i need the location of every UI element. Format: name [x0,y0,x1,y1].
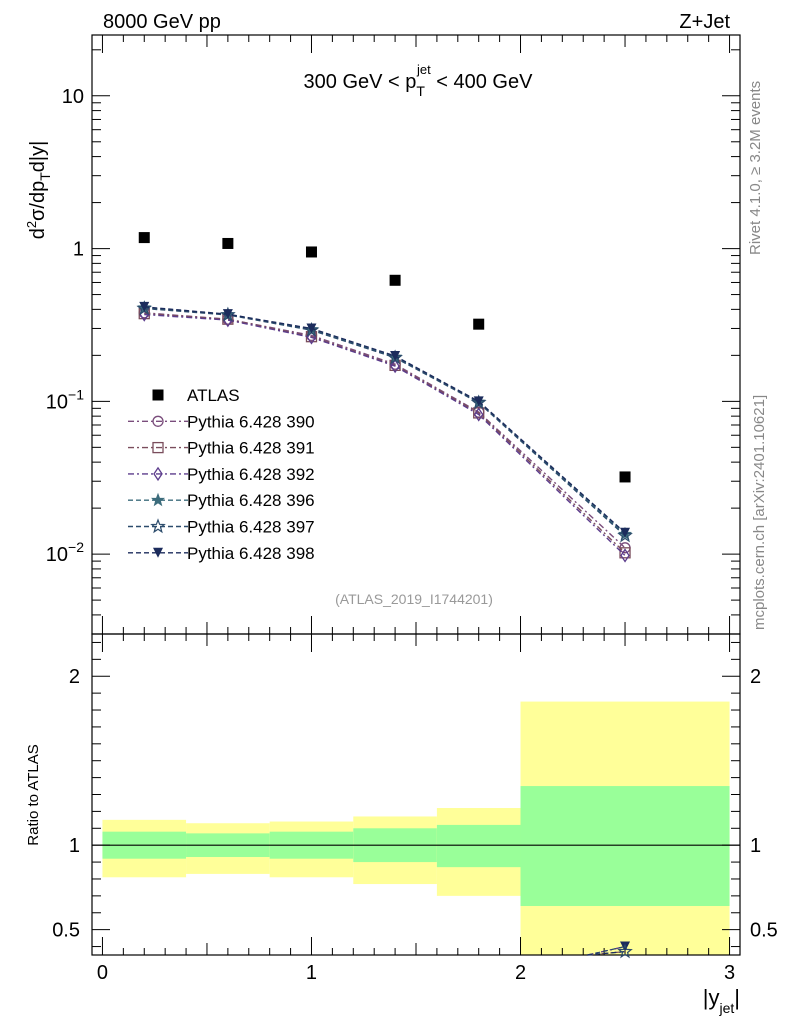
ratio-line-5 [587,951,626,956]
series-point-4 [617,527,633,543]
atlas-data-point [389,274,401,286]
legend-marker-0 [152,415,164,427]
main-y-tick-label-exponent: −1 [68,386,84,402]
legend-label-atlas: ATLAS [187,386,240,405]
ratio-y-tick-label-left: 2 [69,666,80,688]
ratio-y-label: Ratio to ATLAS [25,744,42,845]
x-tick-label: 3 [724,962,735,984]
series-point-2 [620,548,630,563]
ratio-y-ticks: 0.5 0.5 1 1 2 2 [52,641,778,948]
series-5 [139,301,631,538]
rivet-label: Rivet 4.1.0, ≥ 3.2M events [747,81,764,255]
series-point-5 [306,323,317,334]
legend-marker-3 [150,492,166,507]
series-point-1 [619,547,631,559]
stat-uncertainty-band-5 [520,786,730,907]
series-point-5 [139,301,150,312]
legend-label-3: Pythia 6.428 396 [187,491,315,510]
x-tick-label: 2 [515,962,526,984]
ratio-y-tick-label-right: 0.5 [750,920,778,942]
ratio-y-tick-label-left: 0.5 [52,920,80,942]
series-line-4 [144,307,626,537]
legend-marker-1 [152,441,164,454]
legend-marker-2 [153,466,163,482]
x-tick-label: 0 [97,962,108,984]
main-y-tick-label: 10−1 [46,386,84,413]
ratio-point [617,943,633,959]
main-y-tick-label-exponent: −2 [68,539,84,555]
series-point-2 [390,358,400,374]
mcplots-label: mcplots.cern.ch [arXiv:2401.10621] [751,395,768,630]
series-line-5 [144,306,626,534]
header-left: 8000 GeV pp [103,11,221,33]
ratio-line-4 [587,945,626,956]
main-y-label: d2σ/dpTd|y| [24,141,53,240]
legend-label-4: Pythia 6.428 397 [187,518,315,537]
main-y-tick-label: 10 [62,86,84,108]
main-y-tick-label: 1 [73,239,84,261]
main-y-tick-label-base: 10 [46,391,68,413]
main-y-tick-label-base: 1 [73,239,84,261]
main-title: 300 GeV < pTjet < 400 GeV [304,62,534,99]
atlas-data-point [138,232,150,244]
legend-marker-5 [153,547,163,558]
legend-label-2: Pythia 6.428 392 [187,465,315,484]
x-axis-label: |yjet| [703,985,740,1016]
series-line-2 [144,313,626,557]
ratio-bands [102,701,730,955]
legend-marker-atlas [152,389,164,401]
legend: ATLAS Pythia 6.428 390 Pythia 6.428 391 Pyt… [128,386,315,563]
series-point-2 [473,407,484,422]
legend-label-5: Pythia 6.428 398 [187,544,315,563]
ratio-y-tick-label-right: 1 [750,835,761,857]
series-point-5 [390,351,401,362]
x-ticks: 0 1 2 3 [97,35,735,984]
ratio-points [587,941,633,959]
atlas-data-point [222,237,234,249]
stat-uncertainty-band-4 [436,824,521,868]
legend-marker-4 [150,518,166,534]
header-right: Z+Jet [679,11,730,33]
atlas-data-point [619,471,631,483]
atlas-data-point [473,318,485,330]
main-y-tick-label-base: 10 [46,544,68,566]
ratio-y-tick-label-right: 2 [750,666,761,688]
atlas-data-point [305,246,317,258]
legend-label-0: Pythia 6.428 390 [187,412,315,431]
series-point-5 [222,309,233,320]
series-point-5 [473,396,484,407]
series-point-5 [620,527,631,538]
series-line-0 [144,312,626,549]
analysis-id: (ATLAS_2019_I1744201) [335,591,493,607]
atlas-data [138,232,631,483]
main-y-tick-label: 10−2 [46,539,84,566]
main-y-tick-label-base: 10 [62,86,84,108]
x-tick-label: 1 [306,962,317,984]
legend-label-1: Pythia 6.428 391 [187,439,315,458]
ratio-y-tick-label-left: 1 [69,835,80,857]
